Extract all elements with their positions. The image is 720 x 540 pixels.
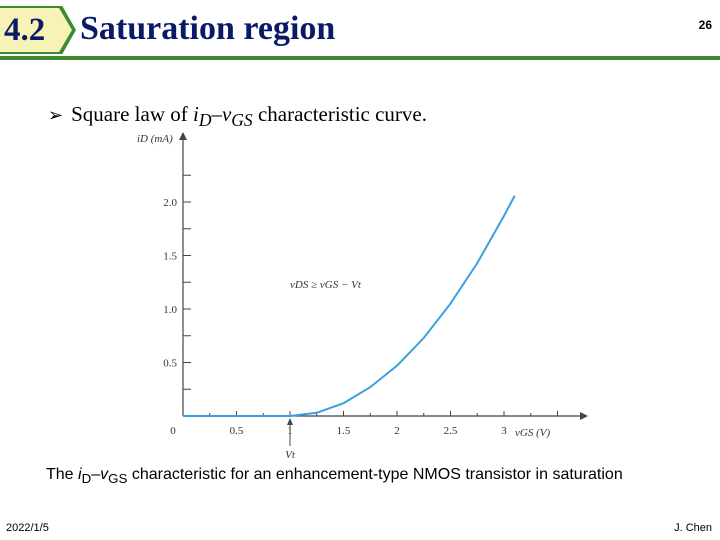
bullet-i: i	[192, 102, 199, 126]
footer-author: J. Chen	[674, 522, 712, 534]
bullet-text-prefix: Square law of	[71, 102, 193, 126]
caption-sub-gs: GS	[108, 471, 128, 487]
figure-caption: The iD–vGS characteristic for an enhance…	[46, 466, 623, 486]
bullet-line: ➢ Square law of iD–vGS characteristic cur…	[48, 102, 427, 131]
y-axis-label: iD (mA)	[137, 133, 173, 145]
slide-header: 4.2 Saturation region 26	[0, 0, 720, 62]
x-tick-label: 2.5	[444, 425, 458, 437]
x-tick-label: 3	[501, 425, 507, 437]
section-tab	[0, 8, 72, 52]
saturation-condition-annotation: vDS ≥ vGS − Vt	[290, 279, 362, 291]
page-number: 26	[698, 18, 712, 32]
x-tick-label: 2	[394, 425, 400, 437]
vt-arrow-head	[287, 418, 293, 425]
y-tick-label: 1.5	[163, 251, 177, 263]
caption-v: v	[100, 466, 109, 483]
vt-label: Vt	[285, 449, 296, 461]
bullet-sub-gs: GS	[231, 110, 253, 131]
x-tick-label: 1.5	[337, 425, 351, 437]
bullet-sub-d: D	[198, 110, 212, 131]
y-tick-label: 1.0	[163, 304, 177, 316]
slide-title: Saturation region	[80, 10, 336, 47]
chart-curve-group	[183, 195, 516, 417]
x-axis-label: vGS (V)	[515, 427, 550, 439]
footer-date: 2022/1/5	[6, 522, 49, 534]
x-tick-label: 0	[170, 425, 176, 437]
caption-sub-d: D	[81, 471, 92, 487]
caption-suffix: characteristic for an enhancement-type N…	[127, 466, 623, 483]
y-axis-arrow	[179, 132, 187, 140]
chart-labels: Vt iD (mA) vGS (V) vDS ≥ vGS − Vt	[137, 133, 550, 461]
caption-prefix: The	[46, 466, 79, 483]
bullet-v: v	[221, 102, 232, 126]
y-tick-label: 0.5	[163, 358, 177, 370]
x-axis-arrow	[580, 412, 588, 420]
chart-ticks: 00.511.522.530.51.01.52.0	[163, 174, 558, 437]
section-number: 4.2	[4, 12, 46, 48]
id-curve-line	[183, 195, 516, 417]
arrow-bullet-icon: ➢	[48, 105, 64, 125]
x-tick-label: 0.5	[230, 425, 244, 437]
caption-dash: –	[91, 466, 101, 483]
header-rule	[0, 56, 720, 60]
y-tick-label: 2.0	[163, 197, 177, 209]
bullet-text-suffix: characteristic curve.	[252, 102, 427, 126]
bullet-dash: –	[211, 102, 222, 126]
caption-i: i	[78, 466, 82, 483]
